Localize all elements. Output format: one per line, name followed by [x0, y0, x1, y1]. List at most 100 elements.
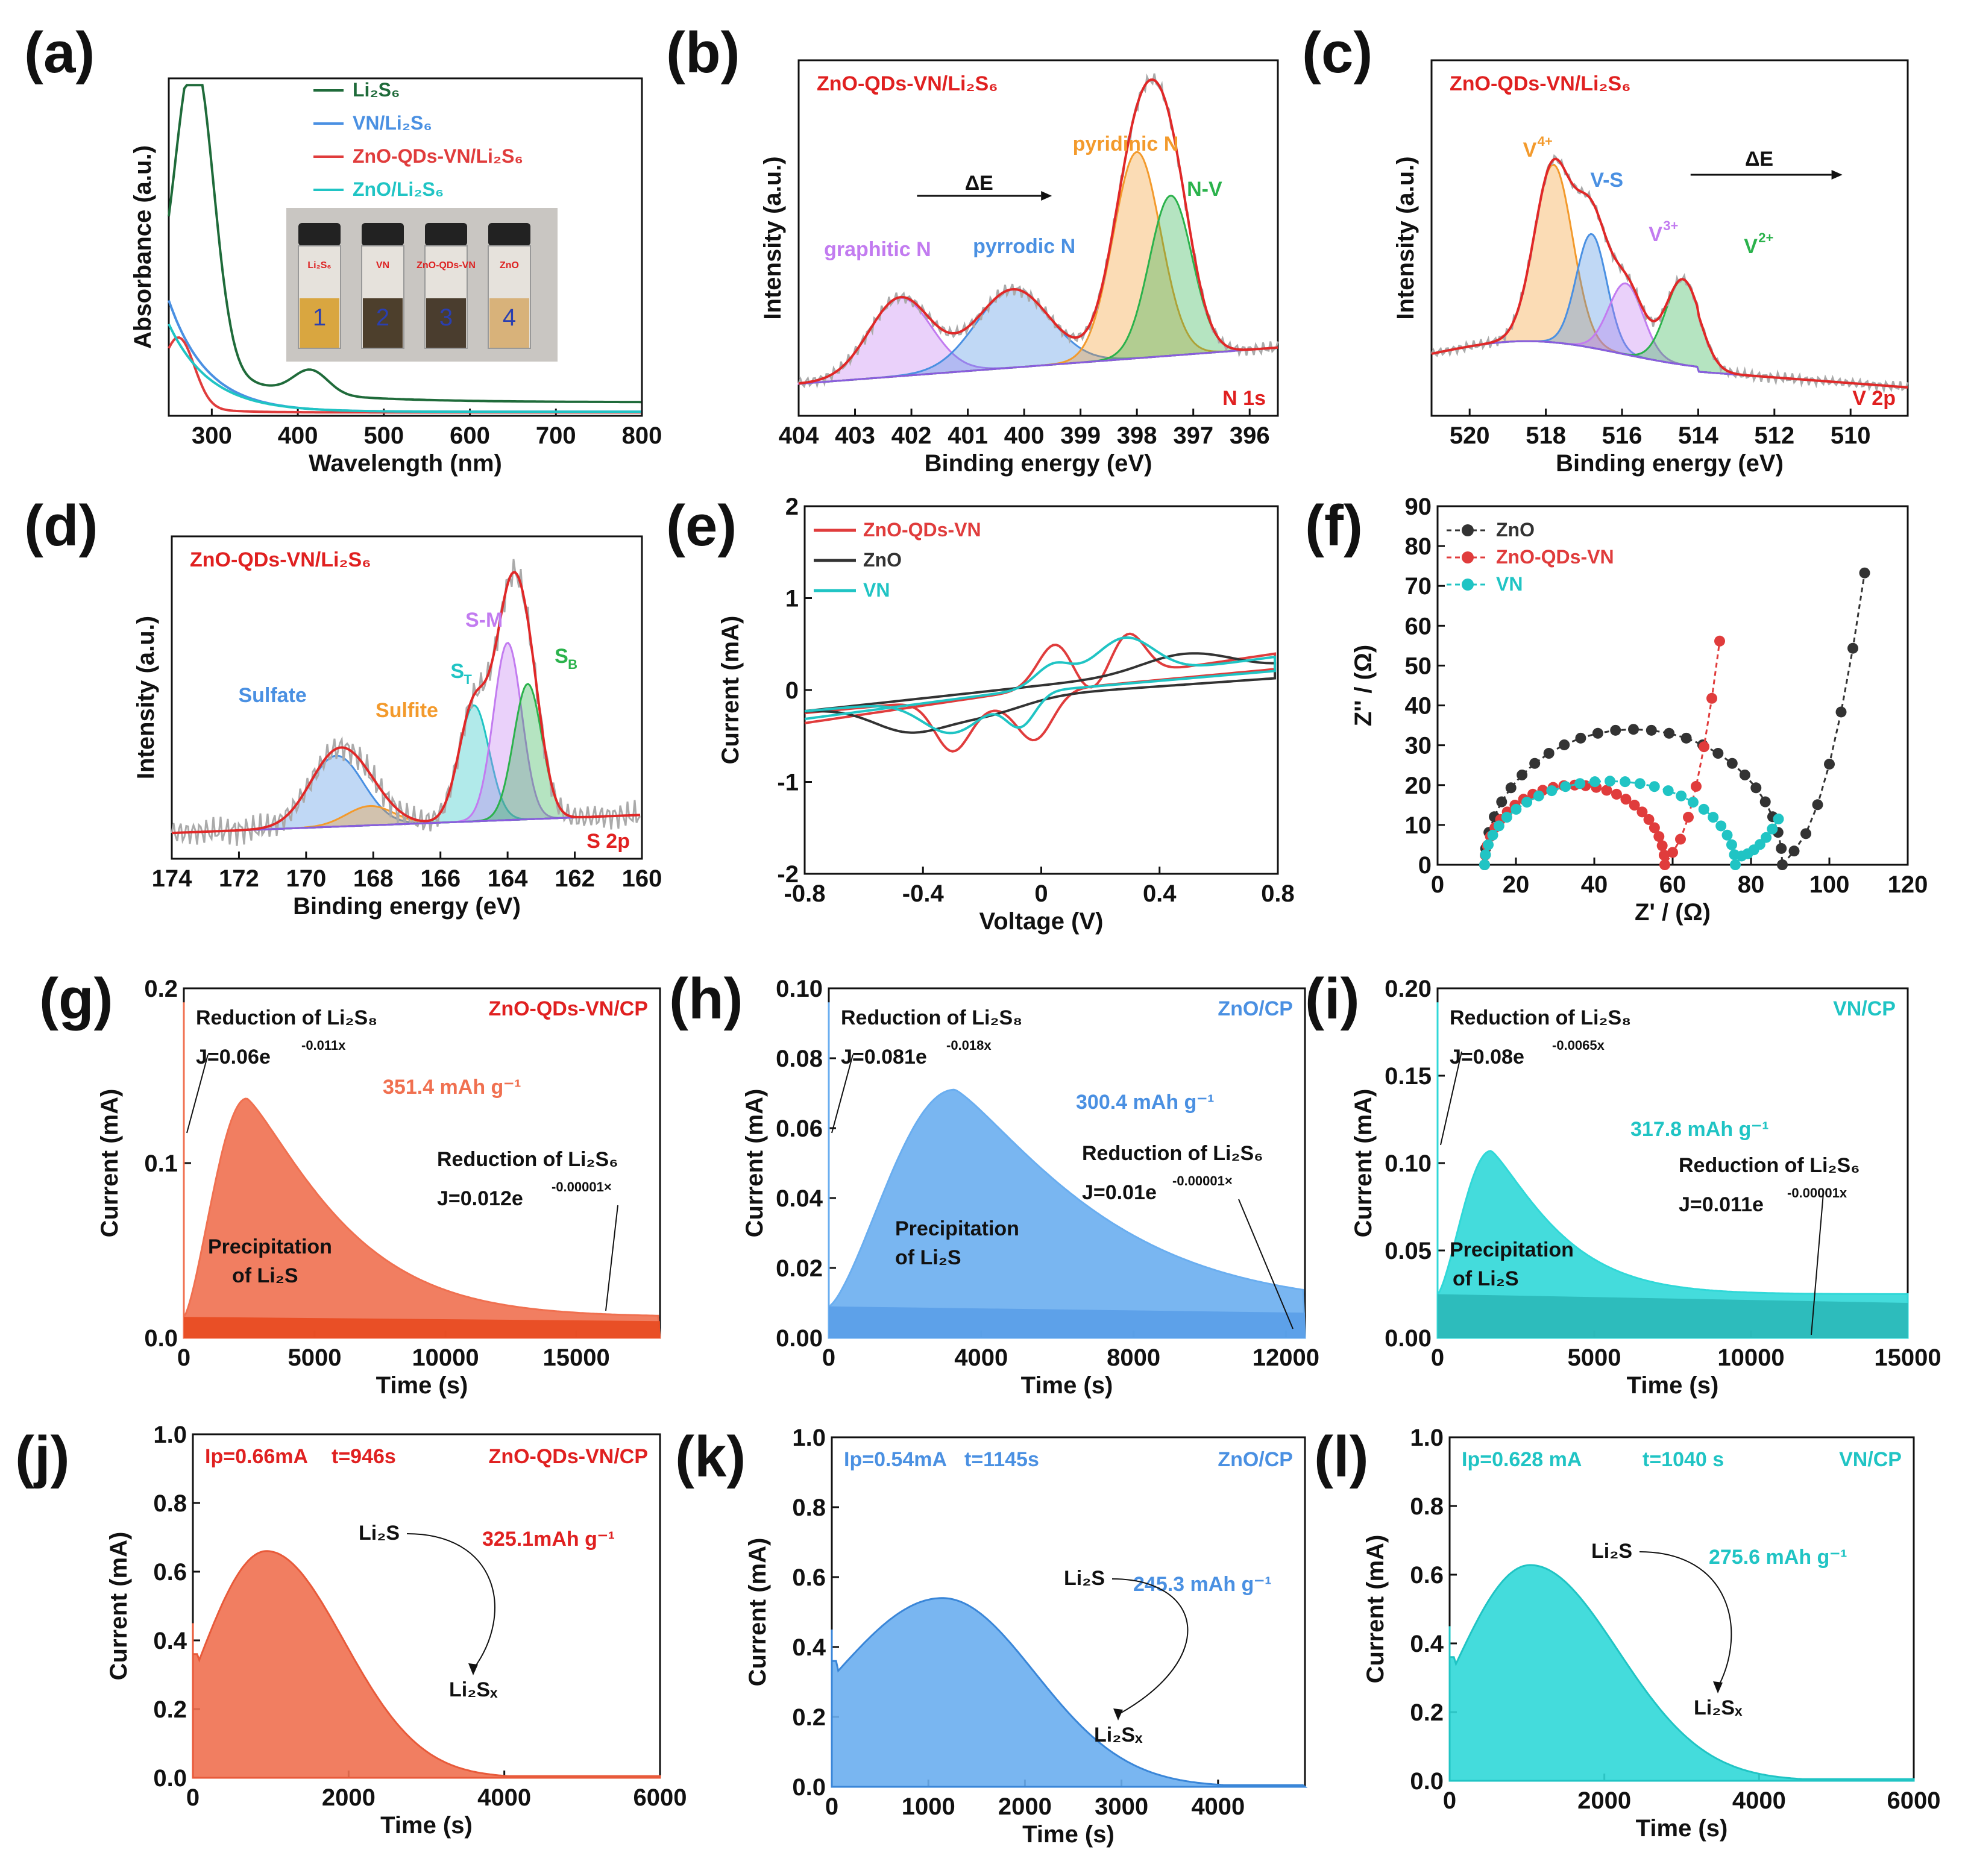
y-axis-label: Current (mA) — [105, 1532, 132, 1681]
nyquist-point — [1754, 839, 1765, 850]
panel-label: (l) — [1314, 1425, 1369, 1489]
x-tick-label: 300 — [192, 422, 232, 449]
vial-number: 2 — [376, 304, 389, 331]
nyquist-point — [1589, 776, 1600, 788]
species-from: Li₂S — [1591, 1540, 1632, 1563]
vial-label: ZnO — [500, 260, 519, 271]
nyquist-point — [1649, 822, 1660, 833]
nyquist-point — [1479, 859, 1490, 870]
y-tick-label: 0.8 — [792, 1495, 826, 1521]
nyquist-point — [1800, 828, 1811, 839]
y-tick-label: -1 — [777, 770, 799, 796]
vial-number: 1 — [313, 304, 326, 331]
vial-liquid — [363, 298, 403, 348]
fit-exponent: -0.00001× — [1172, 1173, 1233, 1188]
precipitation-label: of Li₂S — [1453, 1267, 1519, 1290]
nyquist-point — [1646, 724, 1657, 736]
nyquist-point — [1483, 839, 1494, 850]
x-tick-label: 0 — [186, 1784, 200, 1811]
vial-liquid — [426, 298, 466, 348]
peak-label-sub: T — [464, 672, 472, 687]
x-tick-label: 404 — [779, 422, 819, 449]
nyquist-point — [1649, 781, 1660, 792]
baseline-area — [829, 1306, 1305, 1338]
y-tick-label: 0.8 — [1410, 1493, 1444, 1520]
current-area — [192, 1550, 661, 1779]
x-tick-label: 166 — [420, 865, 461, 892]
x-tick-label: 399 — [1060, 422, 1101, 449]
x-tick-label: 10000 — [1717, 1344, 1784, 1371]
x-tick-label: 518 — [1526, 422, 1566, 449]
spectrum-line-4 — [168, 323, 641, 413]
nyquist-point — [1628, 724, 1639, 735]
current-area — [1448, 1564, 1915, 1782]
y-tick-label: 70 — [1405, 573, 1432, 600]
capacity-label: 317.8 mAh g⁻¹ — [1630, 1118, 1769, 1141]
panel-label: (c) — [1302, 20, 1372, 85]
nyquist-point — [1620, 776, 1631, 788]
y-tick-label: 0.00 — [776, 1325, 823, 1352]
x-tick-label: 2000 — [322, 1784, 376, 1811]
peak-label: V — [1523, 139, 1537, 162]
y-axis-label: Intensity (a.u.) — [133, 616, 159, 779]
electrode-label: ZnO/CP — [1218, 1448, 1293, 1471]
y-tick-label: 0.4 — [153, 1628, 187, 1654]
y-tick-label: 0.6 — [153, 1559, 187, 1586]
annotation-arrow — [186, 1054, 209, 1134]
nyquist-point — [1629, 800, 1640, 811]
nyquist-point — [1847, 642, 1858, 654]
nyquist-point — [1712, 748, 1724, 759]
peak-label: Sulfate — [238, 684, 306, 707]
nyquist-point — [1662, 785, 1674, 797]
peak-label: Sulfite — [376, 699, 438, 722]
nyquist-point — [1706, 692, 1717, 704]
x-tick-label: 0 — [1431, 871, 1444, 898]
peak-label-sup: 3+ — [1663, 218, 1678, 233]
cv-curve-3 — [804, 636, 1277, 735]
x-tick-label: 12000 — [1253, 1344, 1319, 1371]
cv-curve-1 — [804, 632, 1277, 753]
nyquist-point — [1533, 790, 1544, 802]
current-area — [828, 1002, 1306, 1339]
nyquist-point — [1680, 732, 1692, 744]
panel-a: (a) 300 400 500 600 700 800 Wavelength (nm) Abso… — [24, 20, 662, 477]
nyquist-point — [1480, 849, 1491, 861]
conversion-arrow — [406, 1533, 495, 1670]
x-tick-label: 396 — [1230, 422, 1270, 449]
panel-label: (k) — [675, 1425, 746, 1489]
panel-title: ZnO-QDs-VN/Li₂S₆ — [190, 548, 371, 571]
shift-label: ΔE — [965, 172, 993, 195]
core-level-label: N 1s — [1222, 387, 1266, 410]
legend-marker — [1462, 524, 1474, 536]
x-axis-label: Binding energy (eV) — [293, 893, 521, 920]
nyquist-point — [1501, 812, 1512, 823]
y-tick-label: -2 — [777, 861, 799, 888]
nyquist-point — [1521, 797, 1533, 808]
x-tick-label: 510 — [1831, 422, 1871, 449]
nyquist-point — [1575, 732, 1586, 744]
nyquist-point — [1667, 847, 1678, 858]
nyquist-point — [1634, 778, 1646, 789]
fit-equation: J=0.011e — [1679, 1193, 1764, 1216]
nyquist-point — [1505, 782, 1517, 794]
y-tick-label: 0.4 — [1410, 1631, 1444, 1657]
x-tick-label: 398 — [1117, 422, 1157, 449]
nyquist-point — [1859, 567, 1870, 579]
fit-exponent: -0.018x — [946, 1038, 992, 1053]
y-tick-label: 0.4 — [792, 1634, 826, 1661]
y-tick-label: 0.2 — [144, 976, 178, 1002]
x-tick-label: 160 — [622, 865, 662, 892]
y-tick-label: 0 — [1418, 852, 1432, 879]
precipitation-label: Precipitation — [895, 1217, 1019, 1240]
x-tick-label: 0 — [177, 1344, 190, 1371]
nyquist-point — [1611, 788, 1622, 800]
x-tick-label: 174 — [152, 865, 192, 892]
x-tick-label: 0 — [822, 1344, 835, 1371]
nyquist-point — [1726, 758, 1738, 769]
plot-frame — [797, 59, 1279, 417]
x-axis-label: Time (s) — [1021, 1372, 1113, 1399]
reduction-label: Reduction of Li₂S₆ — [1082, 1142, 1263, 1165]
peak-time-label: t=946s — [332, 1445, 396, 1468]
x-tick-label: 0 — [1443, 1787, 1456, 1814]
